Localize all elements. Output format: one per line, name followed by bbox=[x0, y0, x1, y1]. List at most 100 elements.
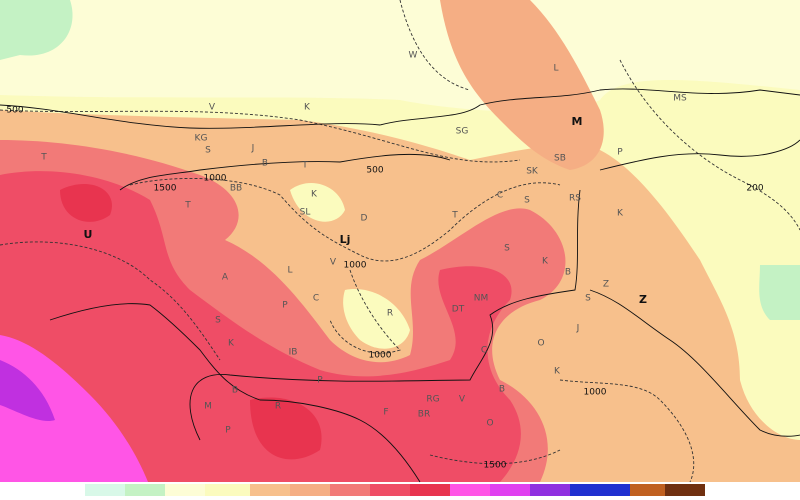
violet-region bbox=[0, 360, 55, 422]
place-label: F bbox=[383, 408, 388, 418]
place-label: B bbox=[499, 385, 505, 395]
deep-red-region bbox=[60, 184, 112, 222]
border-line bbox=[599, 139, 800, 171]
green-patch bbox=[0, 0, 73, 60]
place-label: K bbox=[304, 103, 311, 113]
border-line bbox=[119, 153, 451, 191]
place-label: SL bbox=[300, 208, 311, 218]
place-label: T bbox=[40, 153, 47, 163]
contour-label: 500 bbox=[6, 106, 23, 116]
place-label: T bbox=[451, 211, 458, 221]
color-swatch bbox=[530, 484, 570, 496]
place-label: P bbox=[225, 426, 231, 436]
place-label: T bbox=[184, 201, 191, 211]
place-label: Z bbox=[603, 280, 609, 290]
contour-line bbox=[129, 178, 561, 262]
place-label: K bbox=[617, 209, 624, 219]
contour-label: 1500 bbox=[154, 184, 177, 194]
color-swatch bbox=[665, 484, 705, 496]
place-label: BR bbox=[418, 410, 430, 420]
place-label: K bbox=[554, 367, 561, 377]
color-swatch bbox=[490, 484, 530, 496]
place-label: S bbox=[504, 244, 510, 254]
place-label: O bbox=[537, 339, 544, 349]
color-swatch bbox=[630, 484, 665, 496]
color-swatch bbox=[205, 484, 250, 496]
color-swatch bbox=[330, 484, 370, 496]
place-label: B bbox=[232, 386, 238, 396]
place-label: KG bbox=[195, 134, 208, 144]
red-region bbox=[0, 171, 521, 482]
place-label: P bbox=[617, 148, 623, 158]
magenta-region bbox=[0, 335, 148, 482]
place-label: R bbox=[387, 309, 393, 319]
contour-label: 1000 bbox=[204, 174, 227, 184]
city-label: Z bbox=[639, 293, 647, 306]
place-label: L bbox=[287, 266, 292, 276]
place-label: C bbox=[497, 191, 503, 201]
light-patch bbox=[290, 182, 345, 222]
place-label: S bbox=[585, 294, 591, 304]
place-label: SB bbox=[554, 154, 566, 164]
place-label: D bbox=[361, 214, 368, 224]
place-label: L bbox=[553, 64, 558, 74]
contour-label: 1500 bbox=[484, 461, 507, 471]
place-label: P bbox=[282, 301, 288, 311]
contour-label: 1000 bbox=[369, 351, 392, 361]
city-label: M bbox=[572, 115, 583, 128]
city-label: U bbox=[84, 228, 93, 241]
contour-line bbox=[0, 241, 221, 361]
place-label: B bbox=[262, 159, 268, 169]
contour-line bbox=[0, 109, 521, 163]
border-line bbox=[589, 289, 800, 437]
place-label: P bbox=[317, 376, 323, 386]
light-region bbox=[0, 0, 800, 112]
place-label: SG bbox=[456, 127, 469, 137]
place-label: V bbox=[330, 258, 337, 268]
color-swatch bbox=[165, 484, 205, 496]
place-label: C bbox=[481, 346, 487, 356]
place-label: T bbox=[301, 161, 308, 171]
color-swatch bbox=[570, 484, 630, 496]
contour-label: 200 bbox=[746, 184, 763, 194]
place-label: V bbox=[459, 395, 466, 405]
color-swatch bbox=[250, 484, 290, 496]
color-swatch bbox=[370, 484, 410, 496]
place-label: O bbox=[486, 419, 493, 429]
color-swatch bbox=[85, 484, 125, 496]
border-line bbox=[49, 303, 421, 483]
color-swatch bbox=[290, 484, 330, 496]
place-label: K bbox=[542, 257, 549, 267]
place-label: R bbox=[275, 402, 281, 412]
place-label: C bbox=[313, 294, 319, 304]
place-label: DT bbox=[452, 305, 465, 315]
color-bar bbox=[85, 484, 705, 496]
place-label: J bbox=[576, 324, 580, 334]
place-label: S bbox=[215, 316, 221, 326]
place-label: NM bbox=[474, 294, 489, 304]
place-label: V bbox=[209, 103, 216, 113]
labels: 500 500 1500 1500 1000 1000 1000 1000 200 M Lj Z U W L… bbox=[6, 51, 763, 471]
place-label: J bbox=[251, 144, 255, 154]
contour-label: 500 bbox=[366, 166, 383, 176]
contour-line bbox=[559, 379, 695, 483]
place-label: MS bbox=[673, 94, 687, 104]
place-label: W bbox=[409, 51, 418, 61]
contour-line bbox=[329, 269, 401, 354]
place-label: A bbox=[222, 273, 229, 283]
orange-region bbox=[440, 0, 604, 170]
place-label: IB bbox=[289, 348, 298, 358]
green-patch bbox=[759, 265, 800, 320]
place-label: B bbox=[565, 268, 571, 278]
place-label: RG bbox=[426, 395, 439, 405]
border-line bbox=[189, 189, 581, 441]
place-label: K bbox=[311, 190, 318, 200]
light-patch bbox=[343, 289, 410, 349]
contour-line bbox=[429, 449, 561, 465]
contour-label: 1000 bbox=[584, 388, 607, 398]
place-label: M bbox=[204, 402, 212, 412]
color-swatch bbox=[125, 484, 165, 496]
place-label: RS bbox=[569, 194, 581, 204]
contour-line bbox=[399, 0, 471, 91]
place-label: BB bbox=[230, 184, 242, 194]
